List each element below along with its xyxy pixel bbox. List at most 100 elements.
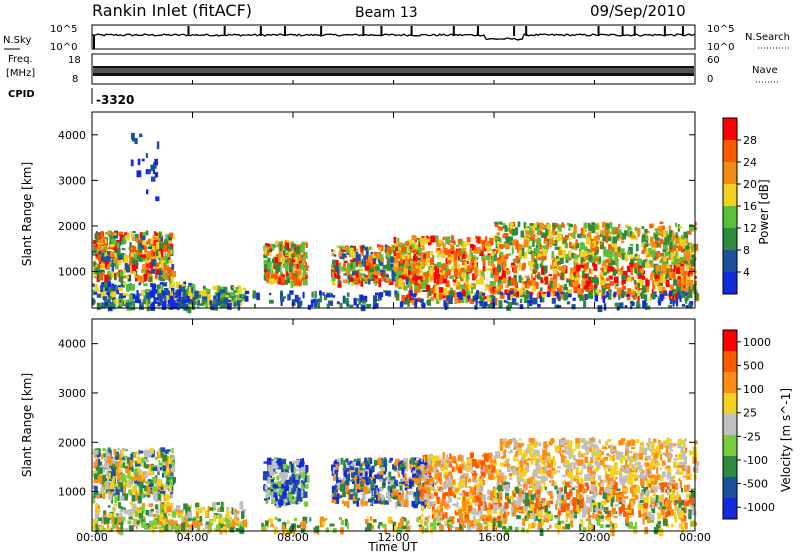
scatter-cell [384, 500, 389, 505]
scatter-cell [587, 222, 591, 229]
scatter-cell [519, 244, 525, 250]
scatter-cell [413, 501, 418, 509]
scatter-cell [505, 284, 510, 288]
scatter-cell [102, 448, 106, 452]
scatter-cell [267, 257, 271, 266]
scatter-cell [170, 275, 174, 284]
scatter-cell [363, 260, 367, 267]
scatter-cell [287, 481, 293, 485]
scatter-cell [353, 495, 356, 501]
scatter-cell [457, 264, 460, 272]
scatter-cell [425, 274, 429, 281]
scatter-cell [355, 248, 359, 251]
scatter-cell [94, 473, 99, 480]
scatter-cell [631, 235, 636, 239]
scatter-cell [271, 498, 276, 505]
scatter-cell [474, 295, 479, 300]
scatter-cell [557, 232, 562, 238]
scatter-cell [372, 274, 378, 278]
scatter-cell [391, 274, 396, 282]
scatter-cell [397, 494, 402, 502]
scatter-cell [93, 491, 99, 497]
scatter-cell [446, 258, 452, 264]
scatter-cell [285, 256, 289, 260]
scatter-cell [497, 291, 502, 295]
scatter-cell [678, 246, 683, 251]
scatter-cell [423, 272, 426, 278]
scatter-cell [292, 276, 295, 280]
scatter-cell [111, 286, 115, 291]
scatter-cell [146, 189, 149, 195]
scatter-cell [504, 241, 510, 249]
scatter-cell [669, 298, 673, 305]
scatter-cell [468, 285, 471, 291]
scatter-cell [408, 243, 413, 250]
scatter-cell [446, 295, 450, 301]
scatter-cell [360, 473, 364, 482]
scatter-cell [491, 295, 496, 303]
scatter-cell [333, 473, 336, 481]
scatter-cell [358, 272, 361, 276]
scatter-cell [573, 286, 578, 292]
scatter-cell [436, 469, 439, 472]
scatter-cell [606, 291, 609, 297]
scatter-cell [144, 525, 149, 530]
scatter-cell [687, 271, 690, 279]
scatter-cell [431, 506, 435, 510]
scatter-cell [185, 513, 188, 517]
scatter-cell [570, 232, 575, 237]
scatter-cell [520, 281, 525, 284]
scatter-cell [602, 260, 607, 263]
scatter-cell [434, 286, 438, 294]
scatter-cell [221, 293, 226, 298]
scatter-cell [650, 236, 654, 244]
scatter-cell [677, 291, 681, 300]
scatter-cell [440, 466, 445, 472]
scatter-cell [105, 481, 110, 490]
scatter-cell [666, 263, 670, 269]
scatter-cell [152, 234, 155, 238]
scatter-cell [389, 479, 394, 486]
scatter-cell [427, 299, 431, 306]
scatter-cell [408, 490, 413, 495]
scatter-cell [640, 295, 646, 299]
scatter-cell [380, 467, 385, 471]
scatter-cell [688, 280, 693, 287]
scatter-cell [94, 259, 97, 263]
scatter-cell [369, 469, 372, 477]
scatter-cell [549, 281, 553, 288]
scatter-cell [230, 292, 236, 297]
scatter-cell [131, 486, 136, 494]
scatter-cell [342, 485, 346, 491]
scatter-cell [530, 237, 535, 241]
scatter-cell [132, 264, 137, 272]
scatter-cell [154, 273, 158, 279]
scatter-cell [487, 260, 490, 266]
scatter-cell [652, 272, 655, 278]
scatter-cell [430, 477, 434, 483]
scatter-cell [621, 240, 625, 244]
scatter-cell [657, 226, 663, 233]
scatter-cell [132, 135, 135, 142]
scatter-cell [407, 241, 411, 246]
scatter-cell [150, 268, 156, 274]
scatter-cell [382, 264, 388, 269]
scatter-cell [450, 235, 454, 243]
scatter-cell [414, 497, 420, 504]
scatter-cell [674, 243, 677, 248]
scatter-cell [282, 250, 287, 256]
scatter-cell [411, 268, 415, 277]
scatter-cell [197, 291, 202, 299]
scatter-cell [443, 463, 449, 471]
scatter-cell [588, 283, 593, 291]
scatter-cell [101, 245, 106, 249]
scatter-cell [126, 462, 129, 470]
scatter-cell [518, 275, 522, 283]
scatter-cell [437, 242, 441, 248]
scatter-cell [461, 259, 467, 266]
scatter-cell [341, 500, 345, 504]
scatter-cell [694, 221, 697, 226]
scatter-cell [421, 281, 426, 290]
